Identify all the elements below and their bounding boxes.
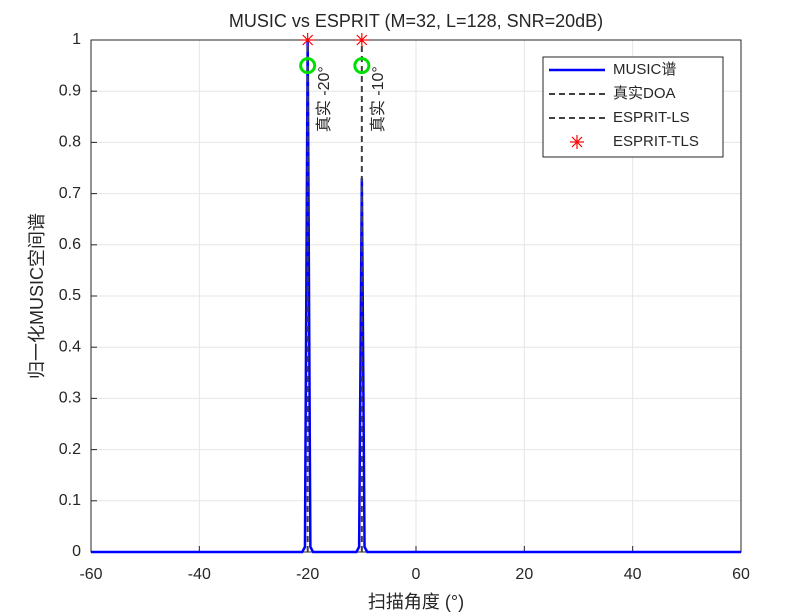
annotation: 真实 -20° [315, 66, 333, 132]
legend-label: MUSIC谱 [613, 61, 676, 78]
y-tick-label: 0.6 [59, 236, 81, 253]
x-tick-label: -60 [79, 566, 102, 583]
star-stroke [356, 34, 368, 46]
x-tick-label: 60 [732, 566, 750, 583]
y-axis-label: 归一化MUSIC空间谱 [27, 213, 47, 379]
x-tick-label: 40 [624, 566, 642, 583]
y-tick-label: 0.7 [59, 185, 81, 202]
star-stroke [571, 136, 583, 148]
y-tick-label: 0.8 [59, 134, 81, 151]
esprit-ls-marker [353, 57, 371, 75]
legend-box [542, 56, 724, 158]
chart-title: MUSIC vs ESPRIT (M=32, L=128, SNR=20dB) [229, 11, 603, 31]
star-marker [300, 33, 315, 47]
x-tick-label: -20 [296, 566, 319, 583]
legend-label: 真实DOA [613, 84, 676, 102]
y-tick-label: 0.9 [59, 82, 81, 99]
esprit-ls-marker [299, 57, 317, 75]
star-marker [354, 33, 369, 47]
star-marker [570, 135, 584, 149]
y-tick-label: 0.3 [59, 390, 81, 407]
annotation: 真实 -10° [369, 66, 387, 132]
x-axis-label: 扫描角度 (°) [368, 592, 464, 612]
y-tick-label: 0 [72, 543, 81, 560]
star-stroke [302, 34, 314, 46]
y-tick-label: 0.5 [59, 287, 81, 304]
y-tick-label: 0.4 [59, 338, 81, 355]
legend-label: ESPRIT-LS [613, 109, 690, 126]
legend-label: ESPRIT-TLS [613, 133, 699, 150]
x-tick-label: -40 [188, 566, 211, 583]
y-tick-label: 0.2 [59, 441, 81, 458]
x-tick-label: 0 [412, 566, 421, 583]
spectrum-line [91, 39, 741, 554]
y-tick-label: 0.1 [59, 492, 81, 509]
y-tick-label: 1 [72, 31, 81, 48]
x-tick-label: 20 [515, 566, 533, 583]
